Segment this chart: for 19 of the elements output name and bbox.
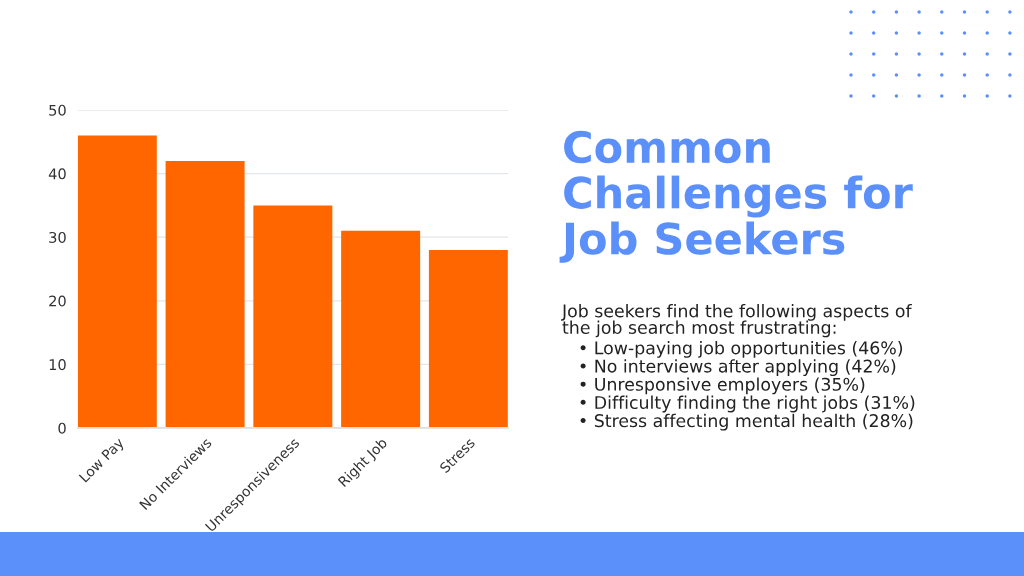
bar — [341, 230, 421, 428]
text: • Difficulty finding the right jobs (31%) — [580, 395, 915, 413]
text: • Stress affecting mental health (28%) — [580, 413, 913, 431]
bar — [77, 135, 157, 428]
bar — [428, 249, 508, 428]
y-tick-label: 10 — [49, 359, 66, 371]
y-tick-label: 20 — [49, 295, 66, 307]
text: Common Challenges for Job Seekers — [559, 130, 913, 263]
text: • Unresponsive employers (35%) — [580, 377, 865, 395]
text: • Low-paying job opportunities (46%) — [580, 341, 903, 358]
text: • No interviews after applying (42%) — [580, 359, 896, 376]
y-tick-label: 0 — [58, 422, 66, 434]
bar — [253, 205, 333, 428]
y-tick-label: 40 — [48, 168, 66, 180]
x-tick-label: Low Pay — [78, 436, 127, 485]
y-tick-label: 30 — [49, 231, 66, 243]
bar — [165, 160, 245, 428]
text: Job seekers find the following aspects of the job search most frustrating: — [561, 304, 912, 338]
y-tick-label: 50 — [49, 104, 66, 116]
